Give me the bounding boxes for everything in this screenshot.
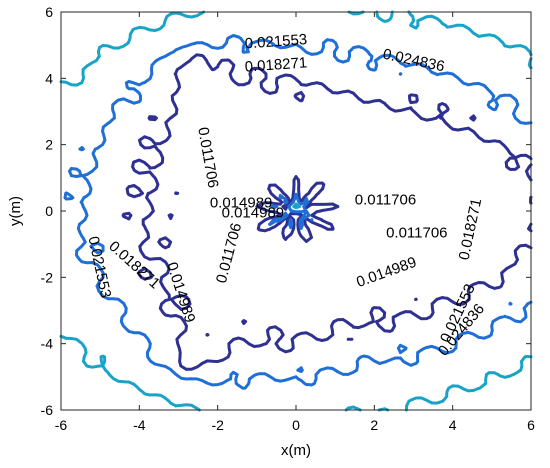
contour-label: 0.021553 bbox=[244, 31, 308, 52]
y-tick-label: -2 bbox=[41, 269, 54, 285]
y-tick-label: 4 bbox=[45, 70, 53, 86]
contour-label: 0.014989 bbox=[210, 195, 273, 212]
y-tick-label: -4 bbox=[41, 336, 54, 352]
x-tick-label: -4 bbox=[133, 417, 146, 433]
contour-level-1 bbox=[63, 34, 533, 390]
y-axis-label: y(m) bbox=[7, 196, 24, 226]
y-tick-label: -6 bbox=[41, 402, 54, 418]
y-axis: -6 -4 -2 0 2 4 6 bbox=[41, 4, 531, 418]
x-axis-label: x(m) bbox=[281, 442, 311, 459]
contour-label: 0.011706 bbox=[386, 225, 447, 242]
y-tick-label: 6 bbox=[45, 4, 53, 20]
x-tick-label: 0 bbox=[292, 417, 300, 433]
contour-level-2 bbox=[59, 10, 533, 412]
x-tick-label: -6 bbox=[55, 417, 68, 433]
x-tick-label: 2 bbox=[370, 417, 378, 433]
x-tick-label: 4 bbox=[449, 417, 457, 433]
x-tick-label: 6 bbox=[527, 417, 535, 433]
contour-label: 0.011706 bbox=[355, 191, 416, 208]
contour-lines bbox=[59, 10, 533, 412]
y-tick-label: 0 bbox=[45, 203, 53, 219]
contour-label: 0.014989 bbox=[222, 205, 285, 222]
contour-label: 0.018271 bbox=[244, 54, 308, 75]
x-axis: -6 -4 -2 0 2 4 6 bbox=[55, 12, 535, 433]
x-tick-label: -2 bbox=[211, 417, 224, 433]
y-tick-label: 2 bbox=[45, 137, 53, 153]
